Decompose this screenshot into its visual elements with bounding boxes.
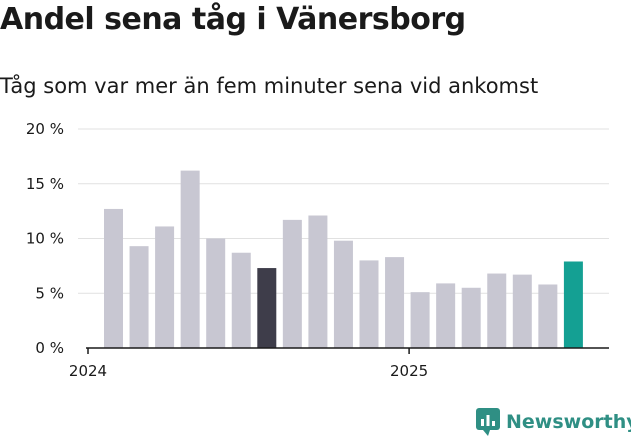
bar [538,284,558,348]
x-tick-label: 2024 [69,362,107,380]
bar [308,215,328,348]
chart-title: Andel sena tåg i Vänersborg [0,2,466,37]
bar [512,274,532,348]
bar [487,273,507,348]
y-tick-label: 5 % [35,284,64,302]
x-tick-label: 2025 [390,362,428,380]
bar [436,283,456,348]
bar [104,208,123,348]
bar [257,268,277,348]
bar [410,292,430,348]
bar [359,260,379,348]
chart-subtitle: Tåg som var mer än fem minuter sena vid … [0,74,539,98]
bar [282,219,302,348]
bar [155,226,175,348]
newsworthy-logo-text: Newsworthy [506,411,631,433]
bar [180,170,200,348]
bar [333,240,353,348]
newsworthy-logo-icon [476,408,500,436]
bar [129,246,149,348]
y-tick-label: 0 % [35,339,64,357]
y-tick-label: 15 % [26,175,64,193]
bar [385,257,405,348]
bar [206,238,226,348]
bar [563,261,583,348]
bar [231,252,251,348]
y-tick-label: 10 % [26,230,64,248]
bar [461,287,481,348]
newsworthy-logo: Newsworthy [476,408,631,436]
y-tick-label: 20 % [26,120,64,138]
